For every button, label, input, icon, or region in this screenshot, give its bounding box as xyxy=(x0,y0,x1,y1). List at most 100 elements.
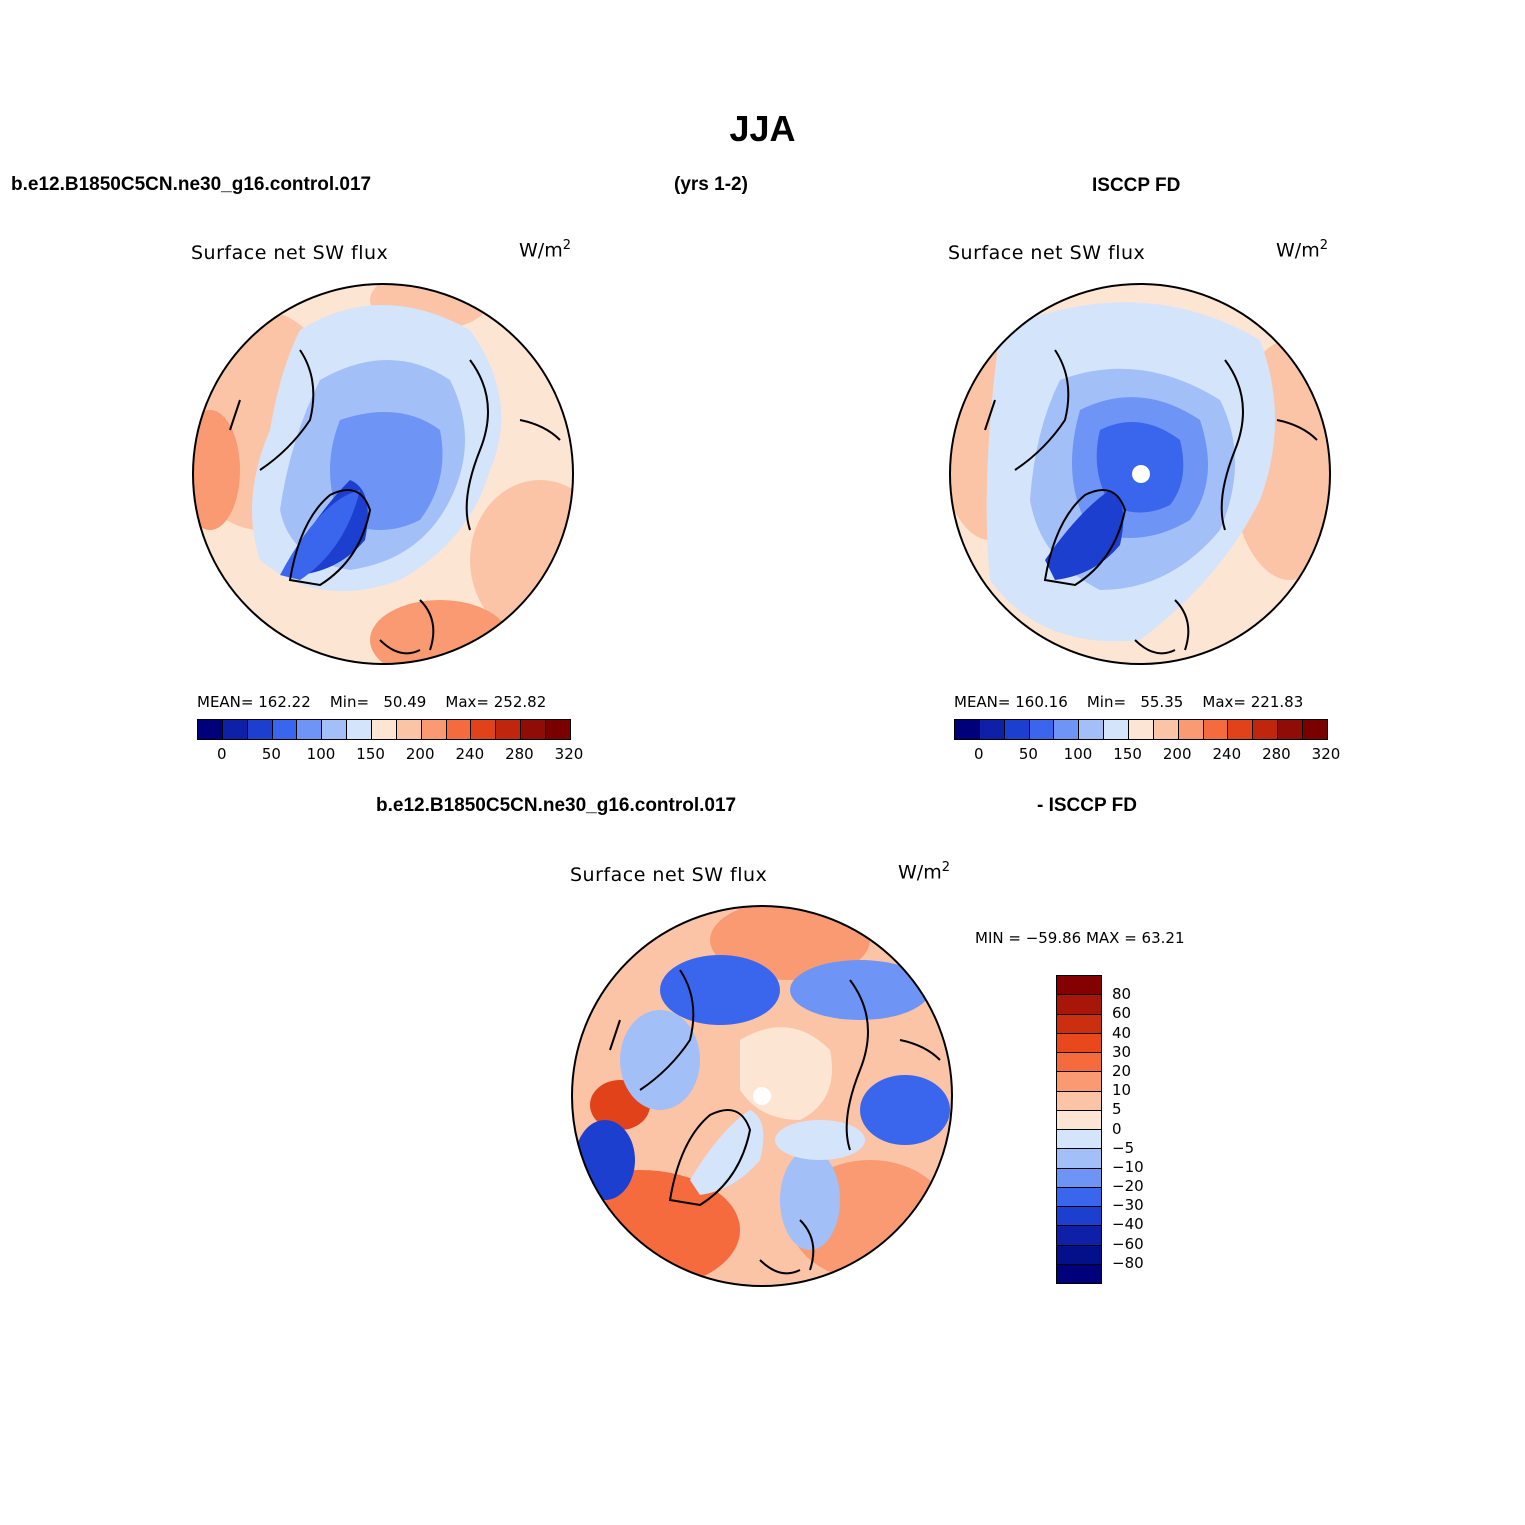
model-units: W/m2 xyxy=(519,238,571,262)
colorbar-tick-label: −20 xyxy=(1112,1177,1144,1196)
colorbar-swatch xyxy=(1057,1245,1101,1265)
colorbar-tick-label: 50 xyxy=(1018,745,1038,763)
colorbar-swatch xyxy=(1278,720,1304,739)
diff-minmax: MIN = −59.86 MAX = 63.21 xyxy=(975,929,1185,947)
diff-plot-title: Surface net SW flux xyxy=(570,864,768,886)
colorbar-swatch xyxy=(1253,720,1279,739)
obs-units: W/m2 xyxy=(1276,238,1328,262)
colorbar-swatch xyxy=(1004,720,1030,739)
colorbar-swatch xyxy=(347,720,373,739)
obs-header: ISCCP FD xyxy=(1092,175,1181,196)
diff-colorbar-ticks: 80 60 40 30 20 10 5 0 −5 −10 −20 −30 −40 −60 −80 xyxy=(1112,975,1172,1282)
colorbar-swatch xyxy=(1303,720,1327,739)
colorbar-tick-label: 50 xyxy=(261,745,281,763)
colorbar-swatch xyxy=(222,720,248,739)
colorbar-tick-label: 100 xyxy=(306,745,336,763)
colorbar-tick-label: 150 xyxy=(356,745,385,763)
colorbar-tick-label: 320 xyxy=(1311,745,1341,763)
colorbar-swatch xyxy=(546,720,570,739)
colorbar-swatch xyxy=(1153,720,1179,739)
colorbar-tick-label: −80 xyxy=(1112,1253,1144,1272)
colorbar-tick-label: 80 xyxy=(1112,985,1132,1004)
colorbar-tick-label: 20 xyxy=(1112,1061,1132,1080)
colorbar-swatch xyxy=(1057,1149,1101,1169)
colorbar-tick-label: 60 xyxy=(1112,1004,1132,1023)
colorbar-swatch xyxy=(471,720,497,739)
colorbar-swatch xyxy=(1057,1014,1101,1034)
obs-plot-title: Surface net SW flux xyxy=(948,242,1146,264)
diff-case-header: b.e12.B1850C5CN.ne30_g16.control.017 xyxy=(376,795,737,816)
colorbar-swatch xyxy=(1228,720,1254,739)
colorbar-swatch xyxy=(372,720,397,739)
colorbar-swatch xyxy=(1057,1264,1101,1283)
model-colorbar-ticks: 0 50 100 150 200 240 280 320 xyxy=(197,745,583,765)
colorbar-tick-label: 150 xyxy=(1113,745,1142,763)
obs-stats: MEAN= 160.16 Min= 55.35 Max= 221.83 xyxy=(954,693,1304,711)
colorbar-tick-label: 200 xyxy=(405,745,435,763)
colorbar-tick-label: 0 xyxy=(974,745,984,763)
colorbar-swatch xyxy=(955,720,980,739)
colorbar-swatch xyxy=(1057,1091,1101,1111)
colorbar-swatch xyxy=(1104,720,1130,739)
colorbar-swatch xyxy=(1057,1207,1101,1227)
colorbar-tick-label: 0 xyxy=(217,745,227,763)
colorbar-swatch xyxy=(1203,720,1229,739)
colorbar-swatch xyxy=(521,720,547,739)
colorbar-swatch xyxy=(1057,1187,1101,1207)
colorbar-swatch xyxy=(421,720,447,739)
colorbar-swatch xyxy=(1057,1110,1101,1130)
colorbar-tick-label: 320 xyxy=(554,745,584,763)
colorbar-swatch xyxy=(496,720,522,739)
diff-obs-header: - ISCCP FD xyxy=(1037,795,1137,816)
colorbar-tick-label: 40 xyxy=(1112,1023,1132,1042)
colorbar-swatch xyxy=(1057,1130,1101,1150)
colorbar-swatch xyxy=(1057,1053,1101,1073)
model-plot-title: Surface net SW flux xyxy=(191,242,389,264)
colorbar-tick-label: 5 xyxy=(1112,1100,1122,1119)
colorbar-swatch xyxy=(1129,720,1154,739)
figure-title: JJA xyxy=(729,108,796,149)
diff-units: W/m2 xyxy=(898,860,950,884)
colorbar-tick-label: −30 xyxy=(1112,1196,1144,1215)
colorbar-tick-label: 0 xyxy=(1112,1119,1122,1138)
model-colorbar xyxy=(197,719,571,740)
colorbar-swatch xyxy=(1029,720,1055,739)
colorbar-swatch xyxy=(446,720,472,739)
colorbar-swatch xyxy=(1057,1168,1101,1188)
colorbar-tick-label: −60 xyxy=(1112,1234,1144,1253)
colorbar-tick-label: 30 xyxy=(1112,1042,1132,1061)
colorbar-swatch xyxy=(1178,720,1204,739)
obs-colorbar xyxy=(954,719,1328,740)
colorbar-tick-label: −5 xyxy=(1112,1138,1135,1157)
years-header: (yrs 1-2) xyxy=(674,174,748,195)
colorbar-swatch xyxy=(297,720,323,739)
colorbar-tick-label: −10 xyxy=(1112,1157,1144,1176)
obs-colorbar-ticks: 0 50 100 150 200 240 280 320 xyxy=(954,745,1340,765)
colorbar-swatch xyxy=(396,720,422,739)
colorbar-swatch xyxy=(322,720,348,739)
colorbar-swatch xyxy=(979,720,1005,739)
colorbar-tick-label: 240 xyxy=(455,745,485,763)
colorbar-swatch xyxy=(1079,720,1105,739)
colorbar-swatch xyxy=(1057,995,1101,1015)
colorbar-tick-label: 100 xyxy=(1063,745,1093,763)
colorbar-swatch xyxy=(1054,720,1080,739)
colorbar-swatch xyxy=(272,720,298,739)
case-name-header: b.e12.B1850C5CN.ne30_g16.control.017 xyxy=(11,174,372,195)
model-stats: MEAN= 162.22 Min= 50.49 Max= 252.82 xyxy=(197,693,547,711)
colorbar-swatch xyxy=(1057,1072,1101,1092)
colorbar-tick-label: 280 xyxy=(1262,745,1291,763)
colorbar-swatch xyxy=(198,720,223,739)
colorbar-swatch xyxy=(1057,1033,1101,1053)
diff-colorbar xyxy=(1056,975,1102,1284)
colorbar-tick-label: 280 xyxy=(505,745,534,763)
colorbar-swatch xyxy=(247,720,273,739)
colorbar-tick-label: −40 xyxy=(1112,1215,1144,1234)
colorbar-swatch xyxy=(1057,1226,1101,1246)
colorbar-tick-label: 10 xyxy=(1112,1081,1132,1100)
colorbar-tick-label: 240 xyxy=(1212,745,1242,763)
colorbar-tick-label: 200 xyxy=(1162,745,1192,763)
